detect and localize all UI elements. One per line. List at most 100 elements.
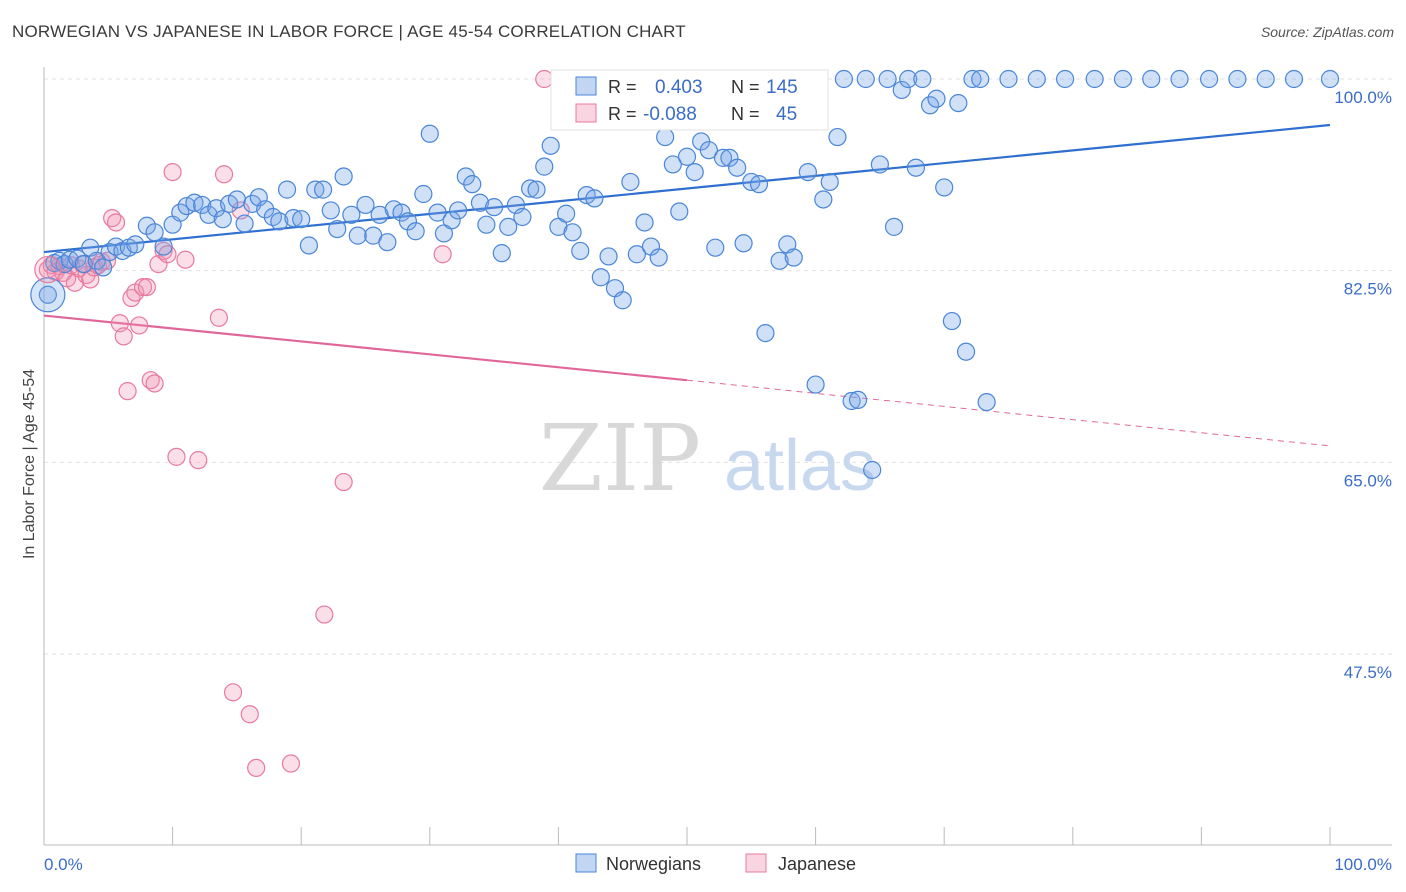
data-point-norwegians [321, 201, 340, 220]
data-point-japanese [167, 447, 186, 466]
data-point-norwegians [277, 180, 297, 199]
data-point-norwegians [649, 248, 668, 267]
data-point-norwegians [442, 211, 461, 230]
data-point-japanese [334, 472, 353, 492]
data-point-norwegians [863, 460, 882, 480]
data-point-norwegians [878, 69, 897, 89]
data-point-norwegians [227, 190, 246, 209]
data-point-norwegians [328, 219, 347, 239]
stats-n-value-1: 145 [766, 77, 798, 98]
trend-line-japanese [43, 314, 688, 382]
data-point-norwegians [963, 69, 982, 89]
data-point-norwegians [906, 158, 926, 177]
data-point-norwegians-cluster [30, 277, 66, 313]
chart-title: NORWEGIAN VS JAPANESE IN LABOR FORCE | A… [12, 22, 686, 41]
y-tick-label: 65.0% [1344, 471, 1392, 490]
y-tick-label: 82.5% [1344, 280, 1392, 299]
data-point-japanese [137, 277, 156, 297]
data-point-norwegians [563, 223, 582, 242]
data-point-norwegians [1085, 69, 1104, 89]
data-point-norwegians [656, 127, 675, 147]
data-point-norwegians [870, 155, 890, 174]
data-point-norwegians [414, 184, 433, 204]
data-point-norwegians [463, 175, 482, 194]
data-point-japanese [130, 316, 149, 335]
data-point-norwegians [398, 212, 418, 231]
data-point-norwegians [284, 208, 303, 228]
data-point-norwegians [913, 69, 932, 89]
data-point-norwegians [706, 238, 725, 257]
data-point-norwegians [292, 210, 311, 229]
data-point-japanese [114, 327, 133, 346]
data-point-norwegians [499, 217, 518, 236]
data-point-norwegians [334, 167, 353, 186]
data-point-japanese [240, 705, 259, 724]
data-point-norwegians [999, 69, 1018, 89]
data-point-norwegians [299, 236, 319, 255]
data-point-japanese [315, 605, 334, 624]
stats-legend-box [550, 69, 829, 131]
data-point-norwegians [1142, 69, 1161, 89]
data-point-norwegians [770, 251, 789, 270]
data-point-japanese [535, 69, 554, 89]
x-tick-label-max: 100.0% [1334, 855, 1392, 874]
watermark-atlas: atlas [724, 426, 876, 506]
data-point-norwegians [935, 178, 954, 197]
data-point-japanese [106, 213, 126, 232]
data-point-norwegians [527, 180, 546, 199]
data-point-norwegians [1320, 69, 1340, 89]
data-point-norwegians [899, 69, 918, 89]
data-point-japanese [223, 683, 243, 702]
data-point-norwegians [448, 201, 468, 220]
data-point-norwegians [477, 215, 496, 234]
data-point-norwegians [370, 205, 389, 224]
data-point-norwegians [977, 392, 996, 412]
stats-swatch-japanese [575, 103, 597, 123]
data-point-norwegians [171, 203, 190, 222]
data-point-japanese [247, 758, 266, 778]
data-point-japanese [214, 165, 234, 184]
data-point-norwegians [235, 214, 254, 233]
data-point-norwegians [613, 291, 632, 310]
data-point-norwegians [784, 248, 803, 267]
data-point-norwegians [621, 172, 640, 192]
stats-n-label-1: N = [731, 77, 760, 97]
data-point-norwegians [892, 80, 911, 100]
stats-r-value-2: -0.088 [643, 104, 697, 125]
data-point-japanese [281, 754, 301, 773]
data-point-norwegians [856, 69, 875, 89]
data-point-norwegians [677, 147, 697, 166]
data-point-japanese [189, 451, 208, 470]
axes [43, 67, 1392, 846]
data-point-norwegians [1228, 69, 1247, 89]
y-tick-labels: 100.0% 82.5% 65.0% 47.5% [1334, 88, 1392, 682]
data-point-japanese [133, 277, 153, 297]
data-point-norwegians [627, 245, 646, 264]
legend-swatch-japanese [745, 853, 767, 873]
data-point-norwegians [956, 342, 976, 361]
data-point-norwegians [406, 222, 425, 241]
stats-r-label-1: R = [608, 77, 637, 97]
data-point-norwegians [38, 285, 57, 304]
data-point-norwegians [571, 241, 590, 261]
data-point-japanese [163, 162, 182, 182]
source-label: Source: ZipAtlas.com [1260, 24, 1394, 40]
data-point-norwegians [670, 202, 689, 221]
data-point-norwegians [814, 190, 833, 209]
stats-r-value-1: 0.403 [655, 77, 703, 98]
stats-legend: R = 0.403 N = 145 R = -0.088 N = 45 [550, 69, 829, 131]
data-point-norwegians [749, 175, 769, 194]
x-tick-labels: 0.0% 100.0% [44, 855, 1392, 874]
y-tick-label: 100.0% [1334, 88, 1392, 107]
data-point-norwegians [728, 158, 747, 177]
data-point-norwegians [842, 391, 861, 411]
data-point-norwegians [699, 141, 718, 160]
data-point-norwegians [126, 235, 145, 254]
data-point-norwegians [734, 234, 753, 253]
data-point-japanese-cluster [34, 255, 62, 284]
data-point-norwegians [60, 250, 79, 269]
data-point-norwegians [806, 375, 825, 394]
data-point-norwegians [87, 251, 106, 270]
data-point-norwegians [971, 69, 990, 89]
